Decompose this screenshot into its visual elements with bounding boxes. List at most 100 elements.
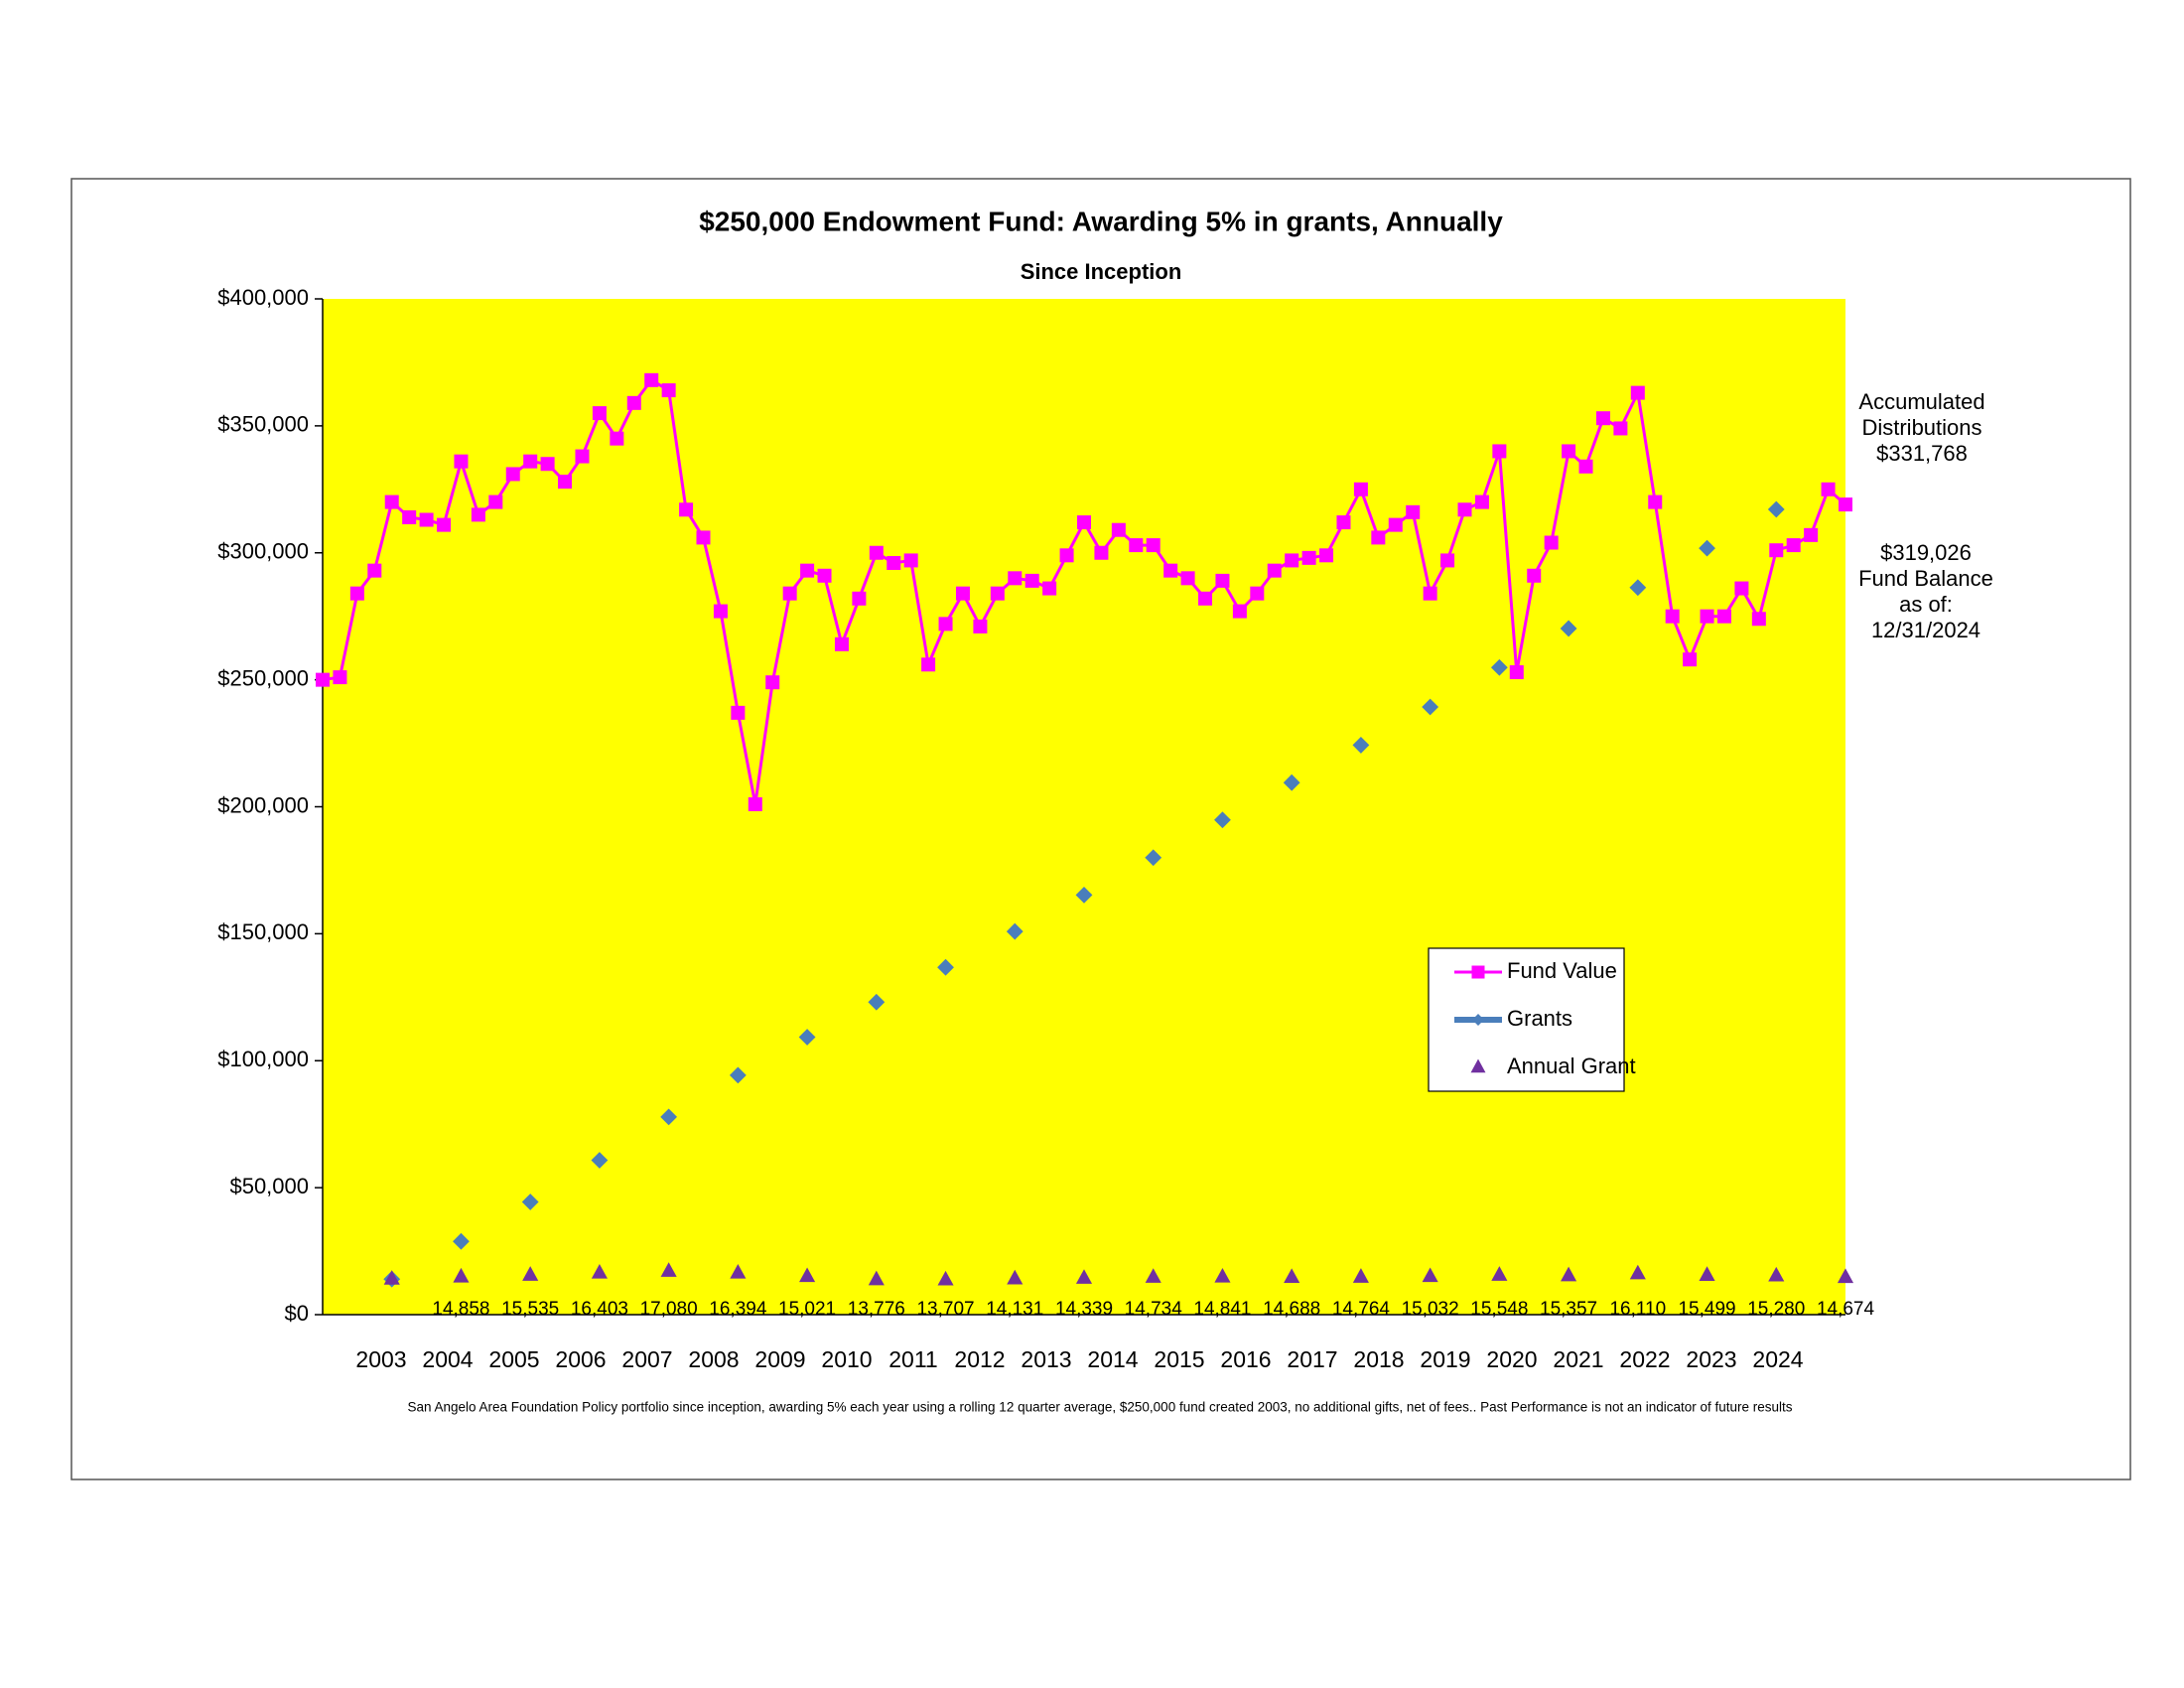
- x-label: 2003: [355, 1346, 406, 1372]
- data-point: [1804, 527, 1819, 542]
- data-point: [1352, 737, 1370, 754]
- x-label: 2023: [1686, 1346, 1736, 1372]
- data-point: [937, 1270, 954, 1286]
- data-point: [521, 1194, 539, 1210]
- x-label: 2004: [422, 1346, 473, 1372]
- x-label: 2021: [1553, 1346, 1603, 1372]
- data-point: [713, 604, 728, 619]
- data-point: [1319, 548, 1334, 563]
- data-point: [1527, 568, 1542, 583]
- data-point: [1180, 571, 1195, 586]
- data-point: [1630, 385, 1645, 400]
- data-point: [383, 1270, 400, 1285]
- data-point: [1839, 497, 1852, 512]
- data-point: [955, 586, 970, 601]
- data-point: [591, 1263, 608, 1279]
- data-point: [1629, 1264, 1646, 1280]
- data-label: 14,734: [1125, 1299, 1183, 1320]
- y-tick-label: $0: [285, 1301, 309, 1326]
- data-point: [869, 545, 884, 560]
- x-label: 2010: [821, 1346, 872, 1372]
- data-point: [349, 586, 364, 601]
- data-point: [938, 617, 953, 632]
- data-label: 14,131: [986, 1299, 1043, 1320]
- data-point: [1786, 538, 1801, 553]
- data-point: [868, 993, 886, 1011]
- data-point: [1699, 539, 1715, 557]
- data-point: [367, 563, 382, 578]
- data-point: [1837, 1268, 1854, 1284]
- data-point: [1699, 1266, 1715, 1281]
- data-point: [696, 530, 711, 545]
- x-label: 2019: [1420, 1346, 1470, 1372]
- data-point: [921, 657, 936, 672]
- data-point: [505, 467, 520, 482]
- data-point: [1008, 571, 1023, 586]
- y-tick-label: $350,000: [217, 412, 309, 437]
- legend-marker: [1470, 1058, 1486, 1073]
- legend-label: Fund Value: [1507, 958, 1617, 983]
- plot-area: [323, 299, 1845, 1315]
- data-point: [1059, 548, 1074, 563]
- x-label: 2006: [555, 1346, 606, 1372]
- data-point: [1198, 591, 1213, 606]
- data-point: [1665, 609, 1680, 624]
- data-point: [868, 1270, 885, 1286]
- data-point: [729, 1066, 747, 1084]
- x-label: 2020: [1486, 1346, 1537, 1372]
- data-point: [1024, 573, 1039, 588]
- x-label: 2008: [688, 1346, 739, 1372]
- data-point: [1301, 550, 1316, 565]
- data-point: [1406, 504, 1421, 519]
- data-point: [1285, 553, 1299, 568]
- annotation: $319,026: [1880, 540, 1972, 565]
- data-point: [592, 406, 607, 421]
- data-point: [1145, 849, 1162, 867]
- data-point: [419, 512, 434, 527]
- data-point: [1129, 538, 1144, 553]
- chart-title: $250,000 Endowment Fund: Awarding 5% in …: [699, 206, 1503, 236]
- data-point: [1250, 586, 1265, 601]
- y-tick-label: $50,000: [229, 1174, 309, 1198]
- data-point: [1283, 774, 1300, 791]
- data-point: [488, 494, 503, 509]
- data-point: [1490, 658, 1508, 676]
- data-point: [1215, 573, 1230, 588]
- data-point: [798, 1029, 816, 1046]
- x-label: 2022: [1619, 1346, 1670, 1372]
- y-tick-label: $200,000: [217, 792, 309, 817]
- data-label: 15,357: [1540, 1299, 1597, 1320]
- data-point: [1734, 581, 1749, 596]
- data-point: [523, 454, 538, 469]
- data-point: [887, 555, 901, 570]
- data-point: [437, 517, 452, 532]
- data-point: [1146, 538, 1160, 553]
- data-label: 16,403: [571, 1299, 628, 1320]
- data-point: [800, 563, 815, 578]
- data-point: [1422, 698, 1439, 716]
- data-point: [1163, 563, 1178, 578]
- data-point: [1094, 545, 1109, 560]
- data-point: [1352, 1268, 1369, 1283]
- data-point: [1595, 411, 1610, 426]
- data-label: 15,032: [1402, 1299, 1459, 1320]
- data-point: [1457, 502, 1472, 517]
- data-label: 14,858: [432, 1299, 489, 1320]
- legend-label: Grants: [1507, 1006, 1572, 1031]
- x-label: 2015: [1154, 1346, 1204, 1372]
- data-point: [644, 372, 659, 387]
- data-label: 14,841: [1193, 1299, 1251, 1320]
- data-point: [522, 1266, 539, 1281]
- chart-subtitle: Since Inception: [1021, 259, 1182, 284]
- data-point: [937, 958, 954, 976]
- data-point: [799, 1267, 816, 1283]
- data-point: [1214, 811, 1231, 829]
- data-label: 15,280: [1747, 1299, 1805, 1320]
- x-label: 2014: [1087, 1346, 1138, 1372]
- data-label: 16,394: [709, 1299, 767, 1320]
- data-point: [1716, 609, 1731, 624]
- x-label: 2009: [754, 1346, 805, 1372]
- data-point: [1423, 586, 1437, 601]
- data-label: 13,776: [848, 1299, 905, 1320]
- data-point: [748, 796, 762, 811]
